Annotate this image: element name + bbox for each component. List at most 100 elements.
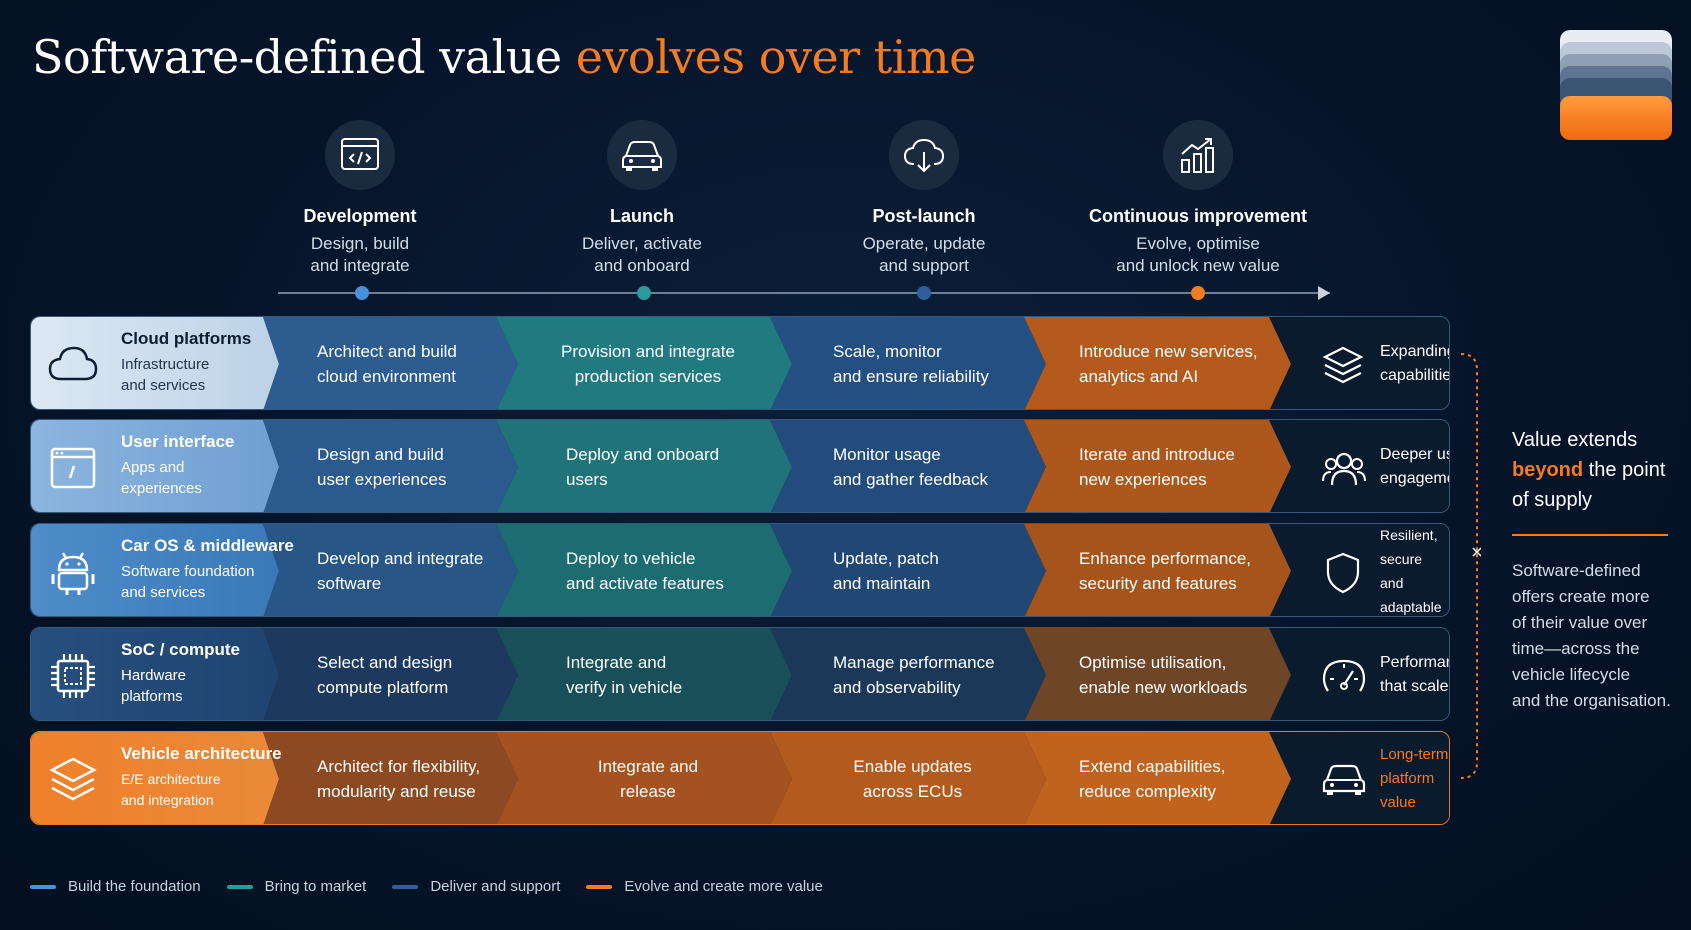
cell-line: Architect and build: [317, 342, 457, 361]
cell-post-launch: Update, patch and maintain: [833, 524, 939, 616]
cell-launch: Deploy to vehicle and activate features: [566, 524, 724, 616]
cell-line: and ensure reliability: [833, 367, 989, 386]
side-body-line: time—across the: [1512, 639, 1640, 658]
phase-name: Post-launch: [872, 206, 976, 226]
cell-line: Optimise utilisation,: [1079, 653, 1227, 672]
legend-label: Bring to market: [264, 878, 367, 895]
side-body-line: Software-defined: [1512, 561, 1641, 580]
row-sub-line: Software foundation: [121, 563, 255, 580]
cell-line: Monitor usage: [833, 445, 941, 464]
cell-development: Select and design compute platform: [317, 628, 452, 720]
end-line: platform value: [1380, 770, 1435, 811]
timeline-dot: [355, 286, 369, 300]
app-window-icon: [47, 442, 99, 494]
row-sub-line: E/E architecture: [121, 771, 221, 787]
cell-post-launch: Manage performance and observability: [833, 628, 995, 720]
title-main: Software-defined value: [32, 30, 576, 84]
phase-desc-line: Design, build: [310, 234, 410, 253]
side-body-line: of their value over: [1512, 613, 1648, 632]
row-sub-line: Infrastructure: [121, 356, 210, 373]
legend-swatch: [30, 884, 56, 889]
cell-line: modularity and reuse: [317, 782, 476, 801]
cell-line: users: [566, 470, 608, 489]
phase-desc-line: Evolve, optimise: [1136, 234, 1260, 253]
legend-swatch: [392, 884, 419, 889]
side-title: Value extends beyond the point of supply: [1512, 425, 1682, 515]
row-sub-line: and services: [121, 377, 206, 394]
side-body-line: vehicle lifecycle: [1512, 665, 1631, 684]
phase-continuous-improvement: Continuous improvement Evolve, optimise a…: [1078, 120, 1318, 277]
android-icon: [47, 546, 99, 598]
side-body: Software-defined offers create more of t…: [1512, 558, 1691, 714]
cell-continuous: Iterate and introduce new experiences: [1079, 420, 1235, 512]
cell-launch: Integrate and verify in vehicle: [566, 628, 682, 720]
cell-development: Design and build user experiences: [317, 420, 446, 512]
cell-line: Enable updates: [853, 757, 972, 776]
row-title: User interface: [121, 432, 235, 451]
cell-line: new experiences: [1079, 470, 1207, 489]
cell-line: Provision and integrate: [561, 342, 735, 361]
end-line: Performance: [1380, 654, 1449, 671]
legend-item: Build the foundation: [30, 878, 201, 895]
cell-line: and observability: [833, 678, 961, 697]
cell-line: Manage performance: [833, 653, 995, 672]
side-title-line: Value extends: [1512, 429, 1638, 451]
row-title: Car OS & middleware: [121, 536, 294, 555]
timeline-dot: [637, 286, 651, 300]
phase-name: Continuous improvement: [1088, 206, 1307, 226]
timeline-arrow-icon: [1318, 286, 1330, 300]
end-line: Long-term: [1380, 746, 1449, 763]
cell-line: Iterate and introduce: [1079, 445, 1235, 464]
cell-launch: Provision and integrate production servic…: [526, 317, 770, 409]
cell-launch: Integrate and release: [526, 732, 770, 824]
users-icon: [1321, 447, 1366, 491]
end-line: Resilient, secure: [1380, 527, 1438, 567]
row-user-interface: User interface Apps and experiences Desig…: [30, 419, 1450, 513]
legend-item: Deliver and support: [392, 878, 560, 895]
cell-line: Introduce new services,: [1079, 342, 1258, 361]
legend: Build the foundation Bring to market Del…: [30, 878, 849, 895]
timeline-line: [278, 292, 1330, 294]
legend-label: Evolve and create more value: [624, 878, 823, 895]
phase-launch: Launch Deliver, activate and onboard: [522, 120, 762, 277]
cell-line: software: [317, 574, 382, 593]
phase-name: Development: [303, 206, 417, 226]
side-title-line: of supply: [1512, 489, 1593, 511]
cell-line: and activate features: [566, 574, 724, 593]
row-sub-line: Hardware: [121, 667, 187, 684]
phase-desc-line: Deliver, activate: [582, 234, 702, 253]
side-body-line: and the organisation.: [1512, 691, 1671, 710]
row-soc-compute: SoC / compute Hardware platforms Select a…: [30, 627, 1450, 721]
legend-label: Build the foundation: [68, 878, 201, 895]
row-title: SoC / compute: [121, 640, 241, 659]
cell-line: and gather feedback: [833, 470, 989, 489]
cell-development: Architect and build cloud environment: [317, 317, 457, 409]
phase-development: Development Design, build and integrate: [240, 120, 480, 277]
stack-icon: [47, 754, 99, 806]
cell-line: compute platform: [317, 678, 449, 697]
cell-development: Architect for flexibility, modularity and…: [317, 732, 480, 824]
side-title-accent: beyond: [1512, 459, 1584, 481]
phase-desc-line: and unlock new value: [1116, 256, 1280, 275]
code-window-icon: [325, 120, 395, 190]
phase-desc-line: and support: [879, 256, 969, 275]
cell-line: release: [620, 782, 676, 801]
cell-line: analytics and AI: [1079, 367, 1199, 386]
cell-line: Deploy to vehicle: [566, 549, 696, 568]
side-title-line: the point: [1583, 459, 1666, 481]
legend-label: Deliver and support: [430, 878, 561, 895]
cell-launch: Deploy and onboard users: [566, 420, 719, 512]
shield-icon: [1321, 551, 1365, 595]
side-body-line: offers create more: [1512, 587, 1650, 606]
timeline-dot: [917, 286, 931, 300]
cloud-icon: [47, 339, 99, 391]
car-icon: [1321, 759, 1366, 803]
cell-line: enable new workloads: [1079, 678, 1248, 697]
cell-continuous: Enhance performance, security and feature…: [1079, 524, 1251, 616]
row-chevrons: [31, 420, 1449, 512]
legend-item: Evolve and create more value: [586, 878, 823, 895]
row-car-os-middleware: Car OS & middleware Software foundation a…: [30, 523, 1450, 617]
cell-post-launch: Scale, monitor and ensure reliability: [833, 317, 989, 409]
row-title: Cloud platforms: [121, 329, 252, 348]
legend-item: Bring to market: [226, 878, 367, 895]
